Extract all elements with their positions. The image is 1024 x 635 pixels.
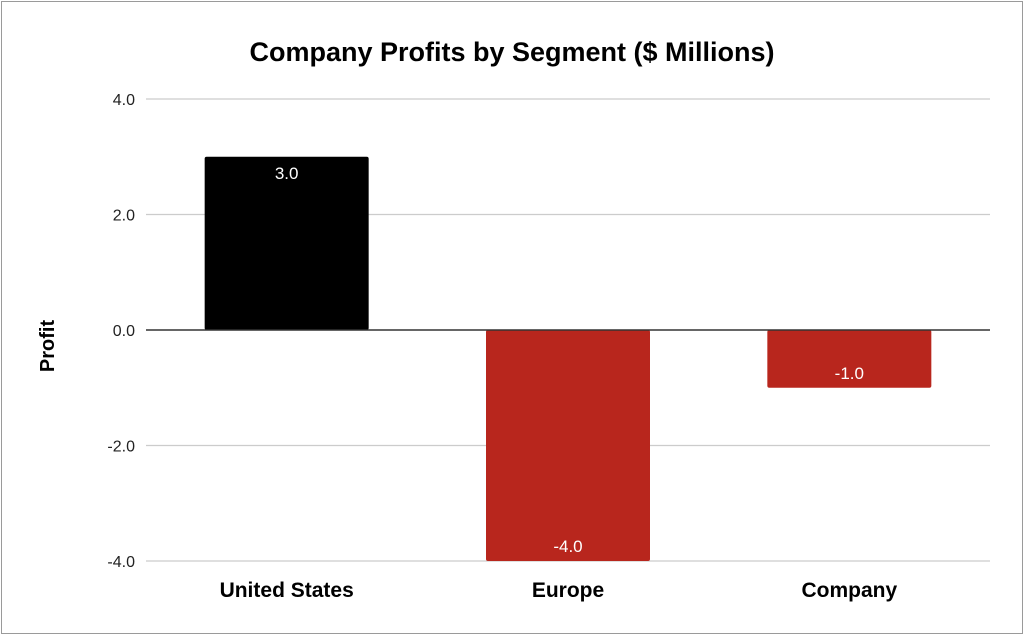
bar-data-label: 3.0 (275, 164, 299, 183)
bar-data-label: -4.0 (553, 537, 582, 556)
y-tick-label: -2.0 (107, 439, 135, 456)
y-tick-label: -4.0 (107, 554, 135, 571)
y-tick-label: 4.0 (113, 92, 135, 109)
bar-united-states (204, 156, 369, 330)
bar-company (767, 330, 932, 388)
y-tick-label: 0.0 (113, 323, 135, 340)
x-category-label: United States (220, 579, 354, 602)
data-labels: 3.0 -4.0 -1.0 (275, 164, 864, 556)
y-axis-label: Profit (37, 320, 59, 373)
y-tick-label: 2.0 (113, 208, 135, 225)
chart-title: Company Profits by Segment ($ Millions) (249, 37, 774, 67)
bars (204, 156, 932, 561)
bar-data-label: -1.0 (835, 364, 864, 383)
bar-europe (486, 330, 650, 561)
x-axis-categories: United States Europe Company (220, 579, 898, 602)
y-axis-ticks: 4.0 2.0 0.0 -2.0 -4.0 (107, 92, 135, 571)
x-category-label: Europe (532, 579, 604, 602)
x-category-label: Company (801, 579, 897, 602)
